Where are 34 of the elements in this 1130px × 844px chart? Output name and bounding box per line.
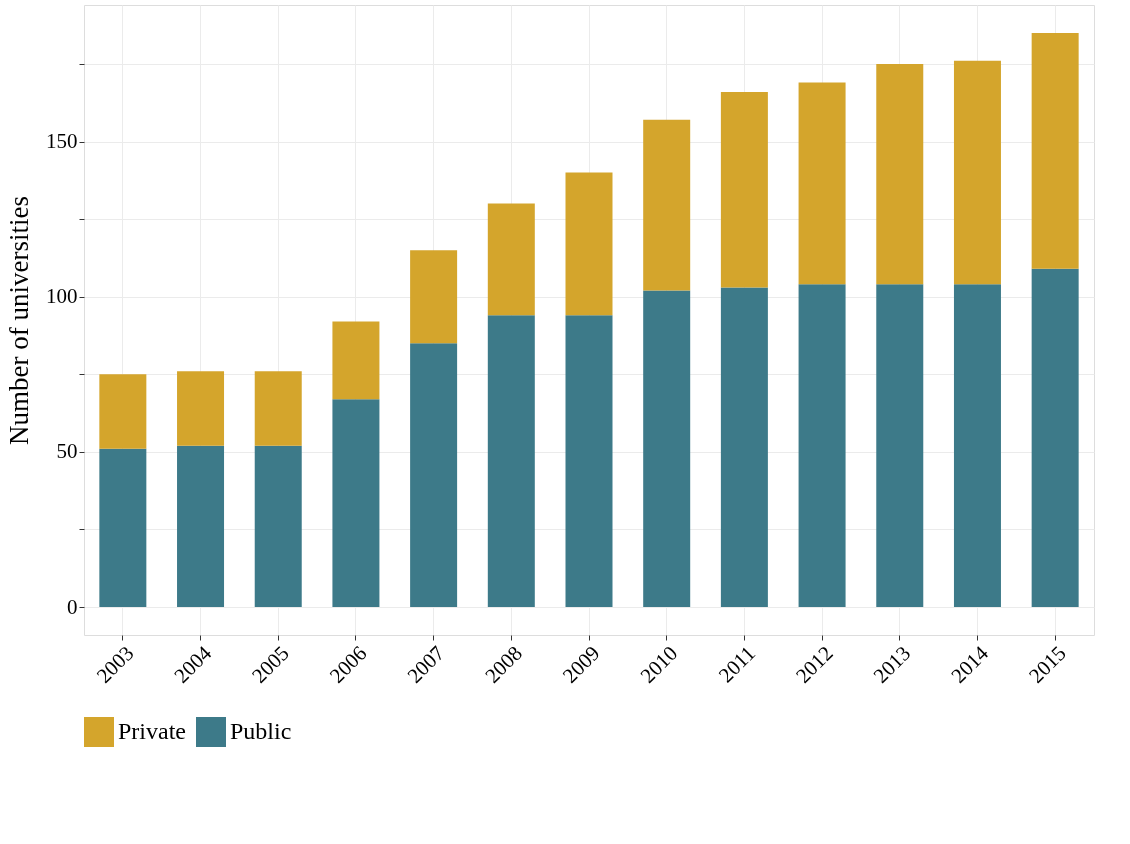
y-axis-title: Number of universities [4, 196, 34, 445]
bar [953, 60, 1001, 285]
bar [565, 172, 613, 316]
bar [643, 290, 691, 608]
bar [798, 284, 846, 608]
bar [332, 399, 380, 608]
bar [410, 250, 458, 344]
bar [798, 82, 846, 285]
y-tick-label: 50 [56, 439, 78, 464]
bar [254, 371, 302, 446]
bar [177, 371, 225, 446]
bar [953, 284, 1001, 608]
bar [876, 63, 924, 285]
bar [876, 284, 924, 608]
bar [99, 448, 147, 608]
bar [720, 287, 768, 608]
y-tick-label: 0 [67, 594, 78, 619]
y-tick-label: 150 [46, 129, 78, 154]
bar [643, 119, 691, 291]
bar [177, 445, 225, 608]
bar [565, 315, 613, 608]
bar [410, 343, 458, 608]
bar [99, 374, 147, 449]
bar [487, 315, 535, 608]
bar [332, 321, 380, 400]
legend-label: Public [230, 718, 292, 744]
bar [1031, 32, 1079, 269]
y-tick-label: 100 [46, 284, 78, 309]
bar [1031, 268, 1079, 608]
x-tick-label: 2011 [713, 641, 760, 688]
bar [720, 91, 768, 288]
bar [487, 203, 535, 316]
bar [254, 445, 302, 608]
legend-label: Private [118, 718, 186, 744]
